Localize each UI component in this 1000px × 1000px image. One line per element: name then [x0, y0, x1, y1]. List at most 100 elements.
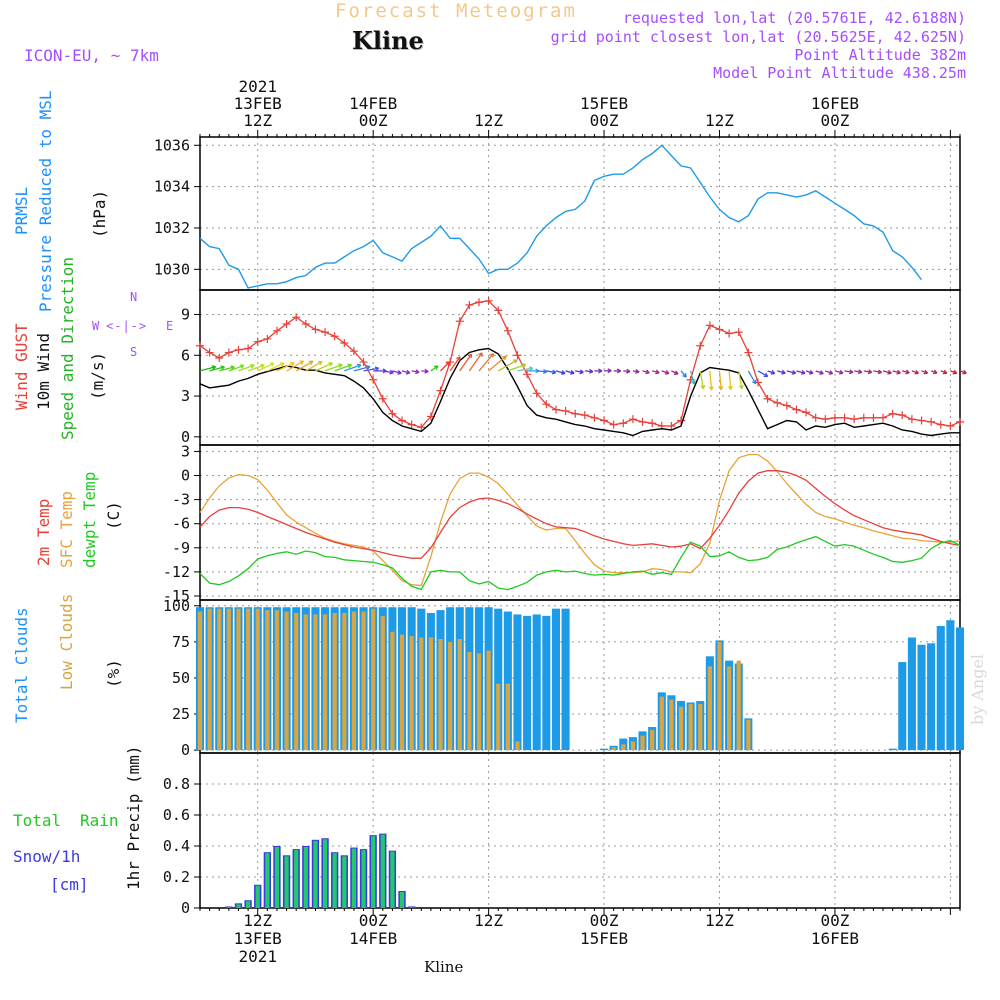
wind-arrow	[950, 369, 958, 375]
wind-arrow-head	[770, 370, 776, 375]
compass-w: W	[92, 319, 100, 333]
temperature-ytick-label: -6	[172, 515, 190, 533]
precip-bar-inner	[351, 848, 357, 908]
wind-arrow-head	[467, 353, 473, 359]
dewpt-line	[199, 535, 961, 591]
low-cloud-bar	[236, 608, 241, 751]
wind-arrow-head	[318, 360, 323, 366]
wind-arrow	[449, 356, 461, 372]
wind-arrow	[430, 365, 439, 372]
wind-arrow	[555, 370, 566, 375]
bottom-time-label: 00Z	[820, 911, 849, 930]
low-cloud-bar	[322, 614, 328, 751]
wind-arrow-head	[433, 365, 439, 370]
low-cloud-bar	[265, 610, 270, 751]
wind-arrow-head	[838, 369, 844, 375]
gust-marker	[898, 411, 907, 420]
gust-marker	[234, 345, 243, 354]
wind-arrow-head	[579, 369, 584, 375]
low-cloud-bar	[217, 608, 222, 751]
low-cloud-bar	[630, 741, 636, 751]
low-cloud-bar	[611, 747, 616, 751]
wind-arrow-shaft	[276, 362, 295, 372]
gust-marker	[378, 394, 387, 403]
low-cloud-bar	[457, 638, 462, 751]
wind-arrow	[699, 370, 706, 390]
wind-arrow	[882, 369, 892, 375]
wind-arrow-head	[727, 385, 733, 390]
wind-arrow-shaft	[468, 352, 483, 372]
low-cloud-bar	[448, 641, 453, 751]
total-cloud-bar	[927, 643, 936, 751]
wind-arrow	[247, 363, 265, 372]
model-label: ICON-EU, ~ 7km	[24, 46, 159, 65]
temperature-ytick-label: -15	[163, 587, 190, 605]
wind-arrow-shaft	[882, 370, 892, 374]
wind-arrow-head	[570, 369, 575, 375]
precip-bar-outer	[225, 906, 233, 908]
total-cloud-bar	[532, 614, 541, 751]
wind-arrow	[796, 369, 806, 375]
wind-arrow	[834, 369, 844, 375]
wind-arrow	[286, 360, 305, 372]
wind-panel: 0 3 6 9	[181, 289, 961, 446]
gust-marker	[330, 332, 339, 341]
precip-ytick-label: 0.6	[163, 806, 190, 824]
low-cloud-bar	[698, 703, 703, 751]
wind-arrow-shaft	[834, 370, 844, 374]
gust-marker	[359, 358, 368, 367]
wind-arrow-head	[626, 368, 631, 374]
low-cloud-bar	[399, 634, 405, 751]
wind-arrow	[324, 363, 343, 372]
gust-marker	[513, 351, 522, 360]
wind-arrow	[459, 353, 473, 372]
station-name: Kline	[352, 26, 424, 55]
wind-arrow-shaft	[363, 367, 379, 372]
clouds-ytick-label: 100	[163, 597, 190, 615]
gust-marker	[388, 409, 397, 418]
wind-arrow	[401, 369, 411, 375]
low-cloud-bar	[371, 608, 376, 751]
gust-marker	[417, 423, 426, 432]
wind-arrow-head	[887, 369, 892, 375]
gust-marker	[619, 419, 628, 428]
wind-arrow	[902, 369, 910, 375]
top-time-label: 12Z	[705, 111, 734, 130]
top-time-label: 14FEB	[349, 94, 397, 113]
wind-arrow-shaft	[305, 360, 323, 372]
gust-marker	[340, 339, 349, 348]
top-time-label: 00Z	[359, 111, 388, 130]
precip-panel: 0 0.2 0.4 0.6 0.8	[163, 752, 961, 917]
wind-arrow-shaft	[392, 370, 402, 374]
wind-arrow	[911, 369, 920, 375]
bottom-time-label: 00Z	[359, 911, 388, 930]
wind-arrow-head	[389, 369, 394, 375]
total-cloud-bar	[898, 662, 907, 751]
gust-marker	[465, 300, 474, 309]
gust-marker	[773, 398, 782, 407]
wind-arrow-head	[365, 365, 371, 370]
wind-arrow-head	[952, 369, 958, 375]
bottom-time-label: 12Z	[705, 911, 734, 930]
precip-bar-inner	[322, 839, 328, 908]
gust-marker	[561, 407, 570, 416]
rain-label: Rain	[80, 811, 119, 830]
total-cloud-bar	[955, 627, 965, 751]
wind-arrow	[276, 361, 295, 372]
wind-arrow	[940, 369, 948, 375]
wind-arrow	[305, 360, 323, 372]
precip-bar-inner	[303, 847, 308, 908]
wind-arrow-shaft	[777, 370, 786, 374]
wind-arrow	[497, 359, 518, 372]
wind-arrow-head	[269, 362, 275, 367]
low-cloud-bar	[255, 608, 260, 751]
gust-marker	[523, 370, 532, 379]
gust-marker	[196, 341, 204, 350]
low-cloud-bar	[717, 641, 722, 751]
wind-arrow-shaft	[247, 364, 265, 372]
wind-ytick-label: 6	[181, 346, 190, 364]
gust-marker	[859, 413, 868, 422]
top-time-label: 00Z	[820, 111, 849, 130]
low-cloud-bar	[313, 614, 318, 751]
wind-arrow-head	[781, 369, 786, 375]
